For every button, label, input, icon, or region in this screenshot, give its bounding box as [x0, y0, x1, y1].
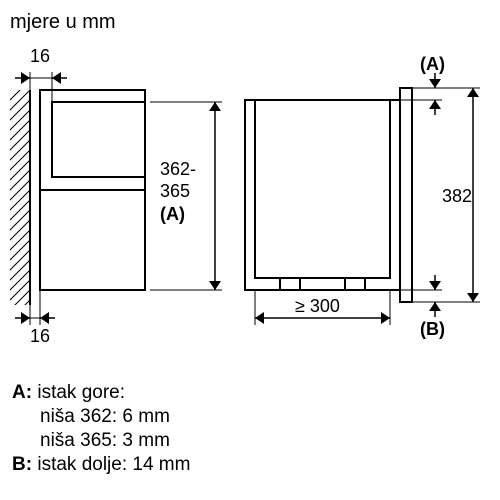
marker-A: (A): [400, 54, 445, 115]
svg-text:niša 362: 6 mm: niša 362: 6 mm: [40, 406, 170, 427]
dim-width: ≥ 300: [255, 290, 390, 325]
dim-height: 362- 365 (A): [150, 102, 222, 290]
svg-text:(A): (A): [420, 54, 445, 74]
dim-overall-height: 382: [412, 88, 480, 302]
svg-text:niša 365: 3 mm: niša 365: 3 mm: [40, 430, 170, 451]
svg-text:16: 16: [30, 326, 50, 346]
legend: A: istak gore: niša 362: 6 mm niša 365: …: [12, 382, 190, 475]
svg-text:≥ 300: ≥ 300: [295, 296, 340, 316]
right-box: [245, 88, 412, 302]
left-box: [40, 90, 145, 290]
svg-text:A: istak gore:: A: istak gore:: [12, 382, 125, 403]
svg-text:(B): (B): [420, 319, 445, 339]
svg-text:365: 365: [160, 181, 190, 201]
svg-text:(A): (A): [160, 204, 185, 224]
svg-text:B: istak dolje: 14 mm: B: istak dolje: 14 mm: [12, 454, 190, 475]
wall-hatch: [10, 90, 30, 305]
technical-drawing: mjere u mm 16 16 362- 365 (A): [0, 0, 500, 500]
svg-text:16: 16: [30, 46, 50, 66]
svg-text:382: 382: [442, 186, 472, 206]
svg-text:362-: 362-: [160, 159, 196, 179]
marker-B: (B): [400, 275, 445, 339]
diagram-title: mjere u mm: [10, 11, 116, 33]
